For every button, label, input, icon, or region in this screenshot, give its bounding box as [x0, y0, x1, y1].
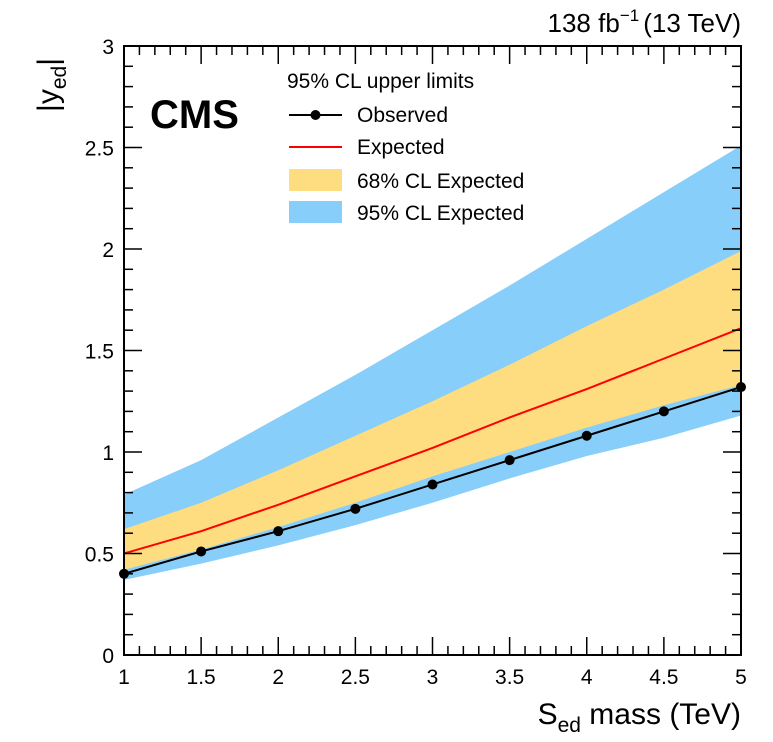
legend-band95-label: 95% CL Expected	[357, 202, 524, 225]
y-tick-label: 0	[102, 645, 114, 668]
limit-lines	[119, 327, 746, 579]
legend-expected-label: Expected	[357, 136, 445, 159]
legend-entry-band68: 68% CL Expected	[289, 169, 524, 193]
y-axis-title: |yed|	[32, 58, 71, 112]
observed-point	[504, 455, 515, 466]
cms-label: CMS	[150, 93, 239, 137]
y-tick-label: 2.5	[85, 138, 114, 161]
y-tick-label: 1.5	[85, 341, 114, 364]
legend-title: 95% CL upper limits	[287, 70, 474, 93]
legend-band95-swatch	[289, 201, 342, 223]
lumi-energy: (13 TeV)	[643, 8, 741, 38]
lumi-value: 138 fb	[548, 8, 620, 38]
observed-point	[196, 546, 207, 557]
legend-observed-label: Observed	[357, 104, 448, 127]
plot-frame	[123, 45, 742, 656]
x-tick-label: 2	[272, 666, 284, 689]
x-tick-label: 3.5	[495, 666, 524, 689]
legend-entry-expected: Expected	[289, 136, 445, 159]
legend-band68-swatch	[289, 169, 342, 191]
x-tick-label: 4	[581, 666, 593, 689]
x-tick-label: 5	[735, 666, 747, 689]
uncertainty-bands	[124, 145, 741, 580]
legend-band68-label: 68% CL Expected	[357, 170, 524, 193]
y-axis-title-rest: |	[32, 58, 65, 66]
legend-entry-observed: Observed	[289, 104, 448, 127]
observed-point	[273, 526, 284, 537]
observed-point	[658, 406, 669, 417]
x-axis-title-main: S	[538, 698, 558, 731]
band-68-expected	[124, 251, 741, 570]
y-axis-title-main: |y	[32, 89, 65, 112]
x-axis-title-sub: ed	[558, 714, 581, 737]
y-axis-title-sub: ed	[48, 66, 71, 89]
x-axis-title-rest: mass (TeV)	[581, 698, 741, 731]
y-tick-label: 2	[102, 239, 114, 262]
observed-point	[350, 503, 361, 514]
x-tick-label: 1	[118, 666, 130, 689]
x-tick-label: 1.5	[187, 666, 216, 689]
observed-point	[427, 479, 438, 490]
x-axis-title: Sed mass (TeV)	[538, 698, 741, 737]
legend: 95% CL upper limits Observed Expected 68…	[287, 70, 524, 225]
y-tick-label: 3	[102, 36, 114, 59]
y-tick-label: 1	[102, 442, 114, 465]
legend-entry-band95: 95% CL Expected	[289, 201, 524, 225]
x-tick-label: 2.5	[341, 666, 370, 689]
expected-limit-line	[123, 327, 742, 555]
luminosity-label: 138 fb−1 (13 TeV)	[548, 6, 741, 38]
x-tick-label: 4.5	[649, 666, 678, 689]
y-tick-label: 0.5	[85, 544, 114, 567]
tick-labels: 1 1.5 2 2.5 3 3.5 4 4.5 5 0 0.5 1 1.5 2 2.5 3	[85, 36, 747, 689]
observed-point	[581, 430, 592, 441]
lumi-exponent: −1	[620, 6, 639, 25]
legend-observed-marker	[310, 110, 321, 120]
x-tick-label: 3	[427, 666, 439, 689]
